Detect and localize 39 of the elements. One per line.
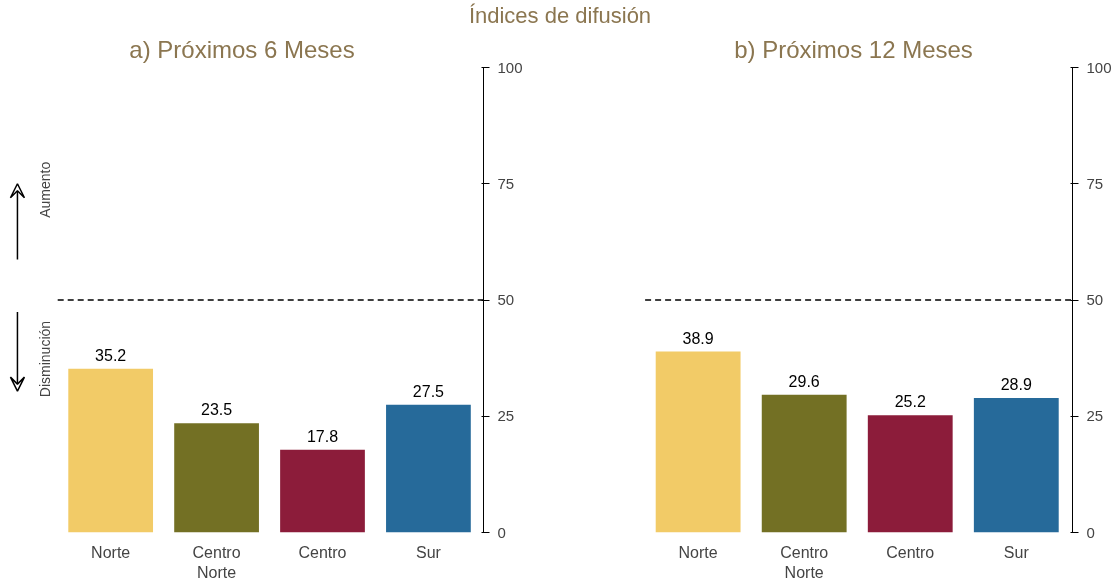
data-label: 25.2 [894, 393, 926, 411]
x-tick-label: Sur [1003, 543, 1030, 561]
y-tick-label: 25 [497, 407, 515, 425]
chart-title: b) Próximos 12 Meses [734, 35, 973, 63]
chart-title: a) Próximos 6 Meses [129, 35, 355, 63]
y-tick-label: 0 [1086, 523, 1095, 541]
y-tick-label: 100 [1086, 58, 1112, 76]
y-tick-label: 75 [1086, 174, 1104, 192]
text: Aumento [36, 161, 53, 218]
data-label: 23.5 [201, 401, 233, 419]
data-label: 28.9 [1000, 376, 1032, 394]
data-label: 17.8 [306, 427, 339, 445]
bar [867, 415, 953, 533]
text: Disminución [36, 320, 53, 398]
x-tick-label: Norte [678, 543, 718, 561]
data-label: 35.2 [95, 346, 127, 364]
x-tick-label: Norte [91, 543, 131, 561]
y-tick-label: 75 [497, 174, 515, 192]
y-tick-label: 100 [497, 58, 523, 76]
bar [761, 394, 847, 533]
bar [386, 404, 471, 533]
y-tick-label: 50 [1086, 291, 1104, 308]
bar [655, 351, 741, 533]
data-label: 29.6 [788, 372, 820, 390]
x-tick-label: Sur [415, 543, 442, 561]
y-tick-label: 25 [1086, 407, 1104, 425]
text: Índices de difusión [468, 2, 652, 30]
x-tick-label: Centro Norte [192, 543, 241, 581]
bar [280, 449, 365, 533]
x-tick-label: Centro Norte [780, 543, 829, 581]
bar [973, 398, 1059, 533]
bar [68, 368, 154, 533]
y-tick-label: 0 [497, 523, 506, 541]
data-label: 27.5 [412, 382, 445, 400]
data-label: 38.9 [682, 329, 714, 347]
x-tick-label: Centro [298, 543, 347, 561]
y-tick-label: 50 [497, 291, 515, 308]
bar [174, 423, 259, 533]
x-tick-label: Centro [886, 543, 935, 561]
